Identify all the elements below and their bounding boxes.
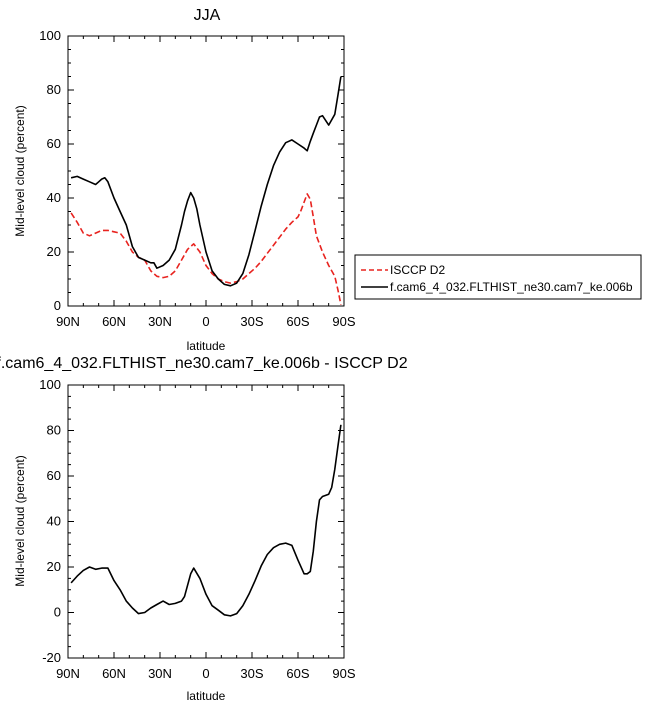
top-x-tick-label: 30N (148, 314, 172, 329)
legend-label-isccp: ISCCP D2 (390, 263, 445, 277)
top-x-tick-label: 90N (56, 314, 80, 329)
bottom-x-tick-label: 90S (332, 666, 355, 681)
top-x-axis-label: latitude (187, 339, 226, 353)
bottom-y-tick-label: -20 (42, 650, 61, 665)
bottom-chart-title: f.cam6_4_032.FLTHIST_ne30.cam7_ke.006b -… (0, 355, 408, 372)
top-x-tick-label: 60N (102, 314, 126, 329)
top-y-tick-label: 100 (39, 28, 61, 43)
bottom-plot-frame (67, 384, 345, 659)
top-x-tick-label: 0 (202, 314, 209, 329)
top-series-line-1 (70, 76, 342, 287)
bottom-x-tick-label: 60S (286, 666, 309, 681)
top-x-tick-label: 90S (332, 314, 355, 329)
top-y-axis-label: Mid-level cloud (percent) (13, 105, 27, 236)
bottom-y-tick-label: 0 (54, 605, 61, 620)
bottom-y-tick-label: 60 (47, 468, 61, 483)
bottom-x-tick-label: 30N (148, 666, 172, 681)
bottom-series-line-0 (70, 424, 342, 617)
top-y-tick-label: 0 (54, 298, 61, 313)
bottom-y-tick-label: 100 (39, 377, 61, 392)
top-y-tick-label: 40 (47, 190, 61, 205)
bottom-x-tick-label: 90N (56, 666, 80, 681)
legend-box (354, 254, 642, 300)
bottom-x-tick-label: 60N (102, 666, 126, 681)
top-chart-title: JJA (194, 7, 221, 24)
bottom-x-tick-label: 30S (240, 666, 263, 681)
bottom-y-axis-label: Mid-level cloud (percent) (13, 455, 27, 586)
top-y-tick-label: 80 (47, 82, 61, 97)
legend-label-model: f.cam6_4_032.FLTHIST_ne30.cam7_ke.006b (390, 280, 633, 294)
bottom-x-axis-label: latitude (187, 689, 226, 703)
bottom-x-tick-label: 0 (202, 666, 209, 681)
top-y-tick-label: 20 (47, 244, 61, 259)
legend: ISCCP D2 f.cam6_4_032.FLTHIST_ne30.cam7_… (354, 254, 642, 300)
top-panel: JJA 90N 60N 30N 0 30S 60S 90S 0 20 40 60 80 100 lati… (13, 7, 642, 353)
bottom-y-tick-label: 40 (47, 514, 61, 529)
top-x-tick-label: 60S (286, 314, 309, 329)
bottom-panel: f.cam6_4_032.FLTHIST_ne30.cam7_ke.006b -… (0, 355, 408, 703)
bottom-y-tick-label: 20 (47, 559, 61, 574)
top-x-tick-label: 30S (240, 314, 263, 329)
bottom-y-tick-label: 80 (47, 423, 61, 438)
top-y-tick-label: 60 (47, 136, 61, 151)
